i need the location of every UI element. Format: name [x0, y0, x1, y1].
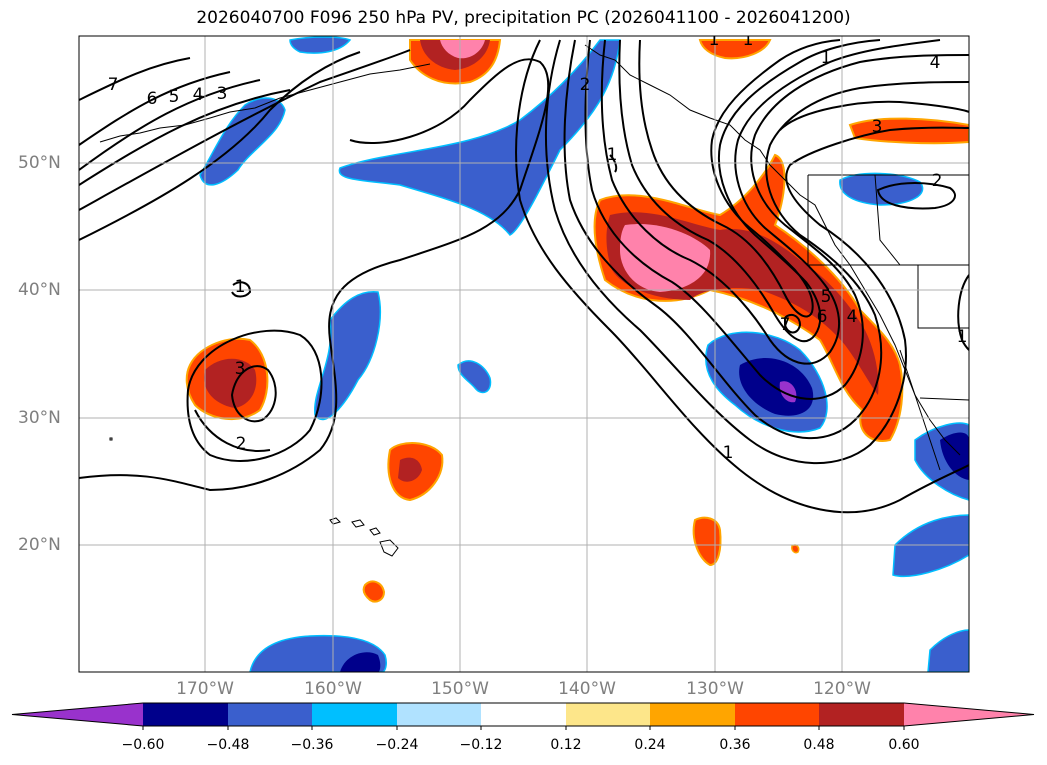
colorbar-extend-high	[904, 703, 1034, 726]
lon-label-130w: 130°W	[686, 679, 744, 699]
colorbar-segment	[143, 703, 228, 726]
colorbar-segment	[481, 703, 566, 726]
colorbar-tick-label: 0.48	[803, 737, 835, 753]
contour-label: 2	[932, 171, 943, 191]
colorbar-tick-label: −0.36	[290, 737, 334, 753]
contour-label: 1	[723, 443, 734, 463]
lat-label-50n: 50°N	[18, 153, 61, 173]
colorbar-segment	[397, 703, 481, 726]
lat-label-40n: 40°N	[18, 280, 61, 300]
contour-label: 1	[607, 145, 618, 165]
colorbar-tick-label: 0.60	[888, 737, 920, 753]
gridlines	[79, 36, 969, 672]
contour-label: 6	[817, 307, 828, 327]
map-title: 2026040700 F096 250 hPa PV, precipitatio…	[196, 8, 851, 28]
colorbar-segment	[735, 703, 819, 726]
contour-label: 3	[235, 359, 246, 379]
colorbar-tick-label: −0.24	[375, 737, 419, 753]
colorbar-tick-label: 0.12	[550, 737, 582, 753]
contour-label: 6	[147, 89, 158, 109]
lon-label-140w: 140°W	[558, 679, 616, 699]
colorbar-tick-label: −0.48	[206, 737, 250, 753]
colorbar-segment	[650, 703, 735, 726]
colorbar-extend-low	[12, 703, 143, 726]
hawaii-islands	[109, 437, 399, 557]
lon-label-120w: 120°W	[813, 679, 871, 699]
colorbar	[11, 702, 1035, 730]
lon-label-150w: 150°W	[431, 679, 489, 699]
pv-contours	[79, 39, 969, 514]
colorbar-segment	[312, 703, 397, 726]
contour-label: 1	[709, 30, 720, 50]
lat-label-30n: 30°N	[18, 408, 61, 428]
contour-label: 5	[821, 287, 832, 307]
contour-label: 5	[169, 87, 180, 107]
contour-label: 2	[580, 75, 591, 95]
colorbar-segment	[566, 703, 650, 726]
colorbar-tick-label: 0.36	[719, 737, 751, 753]
contour-label: 2	[236, 434, 247, 454]
lat-label-20n: 20°N	[18, 535, 61, 555]
contour-label: 1	[743, 30, 754, 50]
contour-label: 3	[872, 117, 883, 137]
contour-label: 7	[780, 315, 791, 335]
colorbar-segment	[228, 703, 312, 726]
contour-label: 4	[930, 53, 941, 73]
colorbar-tick-label: 0.24	[634, 737, 666, 753]
colorbar-tick-label: −0.12	[459, 737, 503, 753]
contour-label: 4	[193, 85, 204, 105]
colorbar-segment	[819, 703, 904, 726]
lon-label-170w: 170°W	[176, 679, 234, 699]
contour-label: 7	[108, 75, 119, 95]
contour-label: 1	[821, 48, 832, 68]
contour-label: 1	[957, 327, 968, 347]
precip-shading	[185, 36, 969, 672]
contour-label: 3	[217, 84, 228, 104]
lon-label-160w: 160°W	[304, 679, 362, 699]
contour-label: 4	[847, 307, 858, 327]
colorbar-tick-label: −0.60	[121, 737, 165, 753]
contour-label: 1	[235, 277, 246, 297]
